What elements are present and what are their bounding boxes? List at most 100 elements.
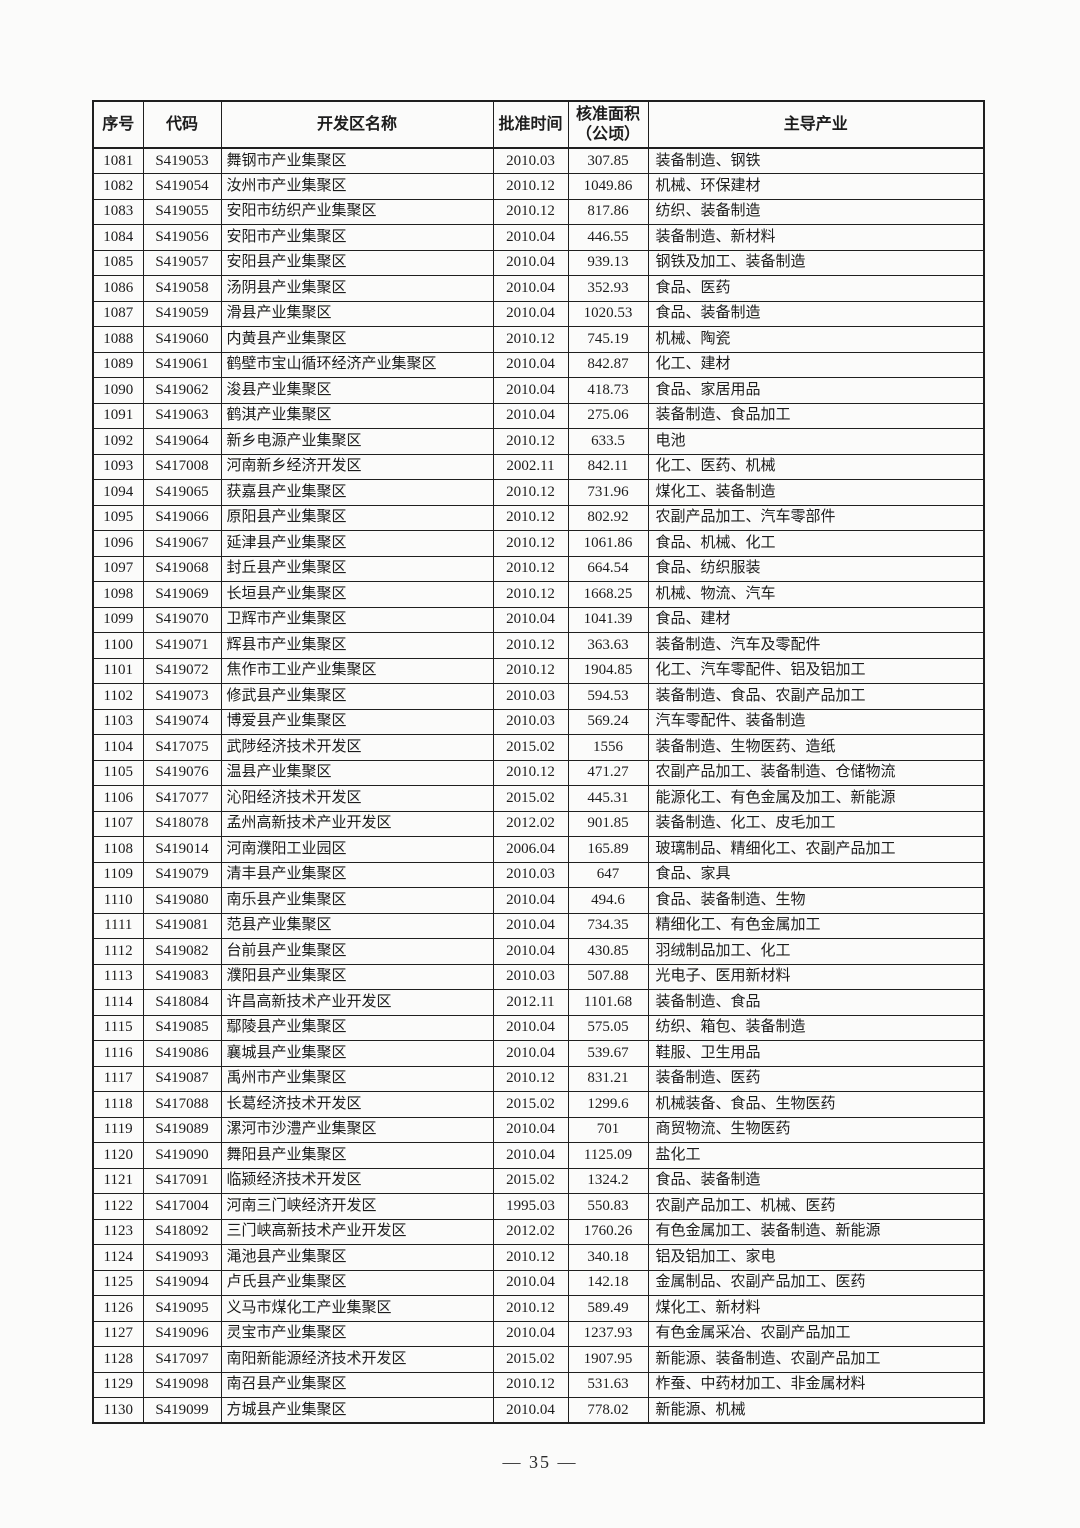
table-row: 1108 S419014 河南濮阳工业园区 2006.04 165.89 玻璃制… (92, 836, 985, 863)
cell-approved-area: 307.85 (567, 147, 649, 174)
cell-zone-name: 台前县产业集聚区 (220, 938, 494, 965)
cell-serial-number: 1086 (92, 275, 144, 302)
cell-approved-area: 1668.25 (567, 581, 649, 608)
cell-zone-code: S419095 (142, 1295, 222, 1322)
cell-serial-number: 1095 (92, 504, 144, 531)
cell-zone-code: S419055 (142, 198, 222, 225)
cell-serial-number: 1107 (92, 810, 144, 837)
cell-industries: 装备制造、食品、农副产品加工 (647, 683, 985, 710)
cell-approval-date: 2010.04 (492, 1397, 569, 1424)
cell-industries: 羽绒制品加工、化工 (647, 938, 985, 965)
cell-serial-number: 1100 (92, 632, 144, 659)
cell-zone-code: S419093 (142, 1244, 222, 1271)
cell-zone-code: S417091 (142, 1167, 222, 1194)
column-header-code: 代码 (142, 100, 222, 149)
page-number: — 35 — (502, 1452, 578, 1472)
cell-zone-name: 禹州市产业集聚区 (220, 1065, 494, 1092)
table-row: 1094 S419065 获嘉县产业集聚区 2010.12 731.96 煤化工… (92, 479, 985, 506)
cell-approval-date: 2010.04 (492, 351, 569, 378)
cell-industries: 盐化工 (647, 1142, 985, 1169)
table-row: 1097 S419068 封丘县产业集聚区 2010.12 664.54 食品、… (92, 555, 985, 582)
cell-approval-date: 2010.12 (492, 759, 569, 786)
cell-approved-area: 731.96 (567, 479, 649, 506)
cell-industries: 玻璃制品、精细化工、农副产品加工 (647, 836, 985, 863)
table-row: 1122 S417004 河南三门峡经济开发区 1995.03 550.83 农… (92, 1193, 985, 1220)
cell-zone-name: 方城县产业集聚区 (220, 1397, 494, 1424)
table-row: 1109 S419079 清丰县产业集聚区 2010.03 647 食品、家具 (92, 861, 985, 888)
table-row: 1121 S417091 临颍经济技术开发区 2015.02 1324.2 食品… (92, 1167, 985, 1194)
cell-approved-area: 142.18 (567, 1269, 649, 1296)
cell-approved-area: 494.6 (567, 887, 649, 914)
cell-serial-number: 1111 (92, 912, 144, 939)
cell-serial-number: 1106 (92, 785, 144, 812)
cell-zone-code: S419083 (142, 963, 222, 990)
cell-zone-name: 内黄县产业集聚区 (220, 326, 494, 353)
cell-serial-number: 1098 (92, 581, 144, 608)
cell-approved-area: 1299.6 (567, 1091, 649, 1118)
cell-serial-number: 1117 (92, 1065, 144, 1092)
cell-serial-number: 1088 (92, 326, 144, 353)
table-row: 1083 S419055 安阳市纺织产业集聚区 2010.12 817.86 纺… (92, 198, 985, 225)
cell-approval-date: 2012.02 (492, 1218, 569, 1245)
cell-zone-code: S419089 (142, 1116, 222, 1143)
table-row: 1107 S418078 孟州高新技术产业开发区 2012.02 901.85 … (92, 810, 985, 837)
cell-zone-code: S419054 (142, 173, 222, 200)
cell-zone-code: S419082 (142, 938, 222, 965)
cell-approval-date: 2010.03 (492, 708, 569, 735)
cell-industries: 商贸物流、生物医药 (647, 1116, 985, 1143)
cell-zone-code: S419079 (142, 861, 222, 888)
cell-serial-number: 1093 (92, 453, 144, 480)
table-row: 1110 S419080 南乐县产业集聚区 2010.04 494.6 食品、装… (92, 887, 985, 914)
cell-zone-code: S417077 (142, 785, 222, 812)
cell-zone-name: 原阳县产业集聚区 (220, 504, 494, 531)
cell-serial-number: 1085 (92, 249, 144, 276)
cell-zone-code: S417075 (142, 734, 222, 761)
cell-industries: 农副产品加工、装备制造、仓储物流 (647, 759, 985, 786)
cell-approval-date: 2010.12 (492, 555, 569, 582)
cell-approval-date: 2010.03 (492, 963, 569, 990)
cell-approved-area: 550.83 (567, 1193, 649, 1220)
cell-industries: 精细化工、有色金属加工 (647, 912, 985, 939)
cell-industries: 钢铁及加工、装备制造 (647, 249, 985, 276)
cell-industries: 装备制造、汽车及零配件 (647, 632, 985, 659)
table-row: 1111 S419081 范县产业集聚区 2010.04 734.35 精细化工… (92, 912, 985, 939)
table-row: 1113 S419083 濮阳县产业集聚区 2010.03 507.88 光电子… (92, 963, 985, 990)
cell-zone-code: S419087 (142, 1065, 222, 1092)
cell-industries: 食品、建材 (647, 606, 985, 633)
cell-zone-name: 汤阴县产业集聚区 (220, 275, 494, 302)
cell-approved-area: 430.85 (567, 938, 649, 965)
cell-approval-date: 2010.04 (492, 912, 569, 939)
cell-industries: 食品、装备制造、生物 (647, 887, 985, 914)
cell-approved-area: 701 (567, 1116, 649, 1143)
cell-zone-name: 卢氏县产业集聚区 (220, 1269, 494, 1296)
cell-approval-date: 2006.04 (492, 836, 569, 863)
cell-approval-date: 2010.12 (492, 530, 569, 557)
cell-approval-date: 2010.04 (492, 300, 569, 327)
cell-approval-date: 2010.12 (492, 1371, 569, 1398)
cell-serial-number: 1090 (92, 377, 144, 404)
cell-approval-date: 2010.03 (492, 683, 569, 710)
cell-approval-date: 2010.04 (492, 224, 569, 251)
cell-zone-code: S419070 (142, 606, 222, 633)
table-row: 1116 S419086 襄城县产业集聚区 2010.04 539.67 鞋服、… (92, 1040, 985, 1067)
cell-serial-number: 1128 (92, 1346, 144, 1373)
cell-zone-code: S417097 (142, 1346, 222, 1373)
cell-approval-date: 2010.12 (492, 173, 569, 200)
cell-industries: 化工、汽车零配件、铝及铝加工 (647, 657, 985, 684)
cell-serial-number: 1123 (92, 1218, 144, 1245)
cell-serial-number: 1103 (92, 708, 144, 735)
cell-serial-number: 1110 (92, 887, 144, 914)
cell-serial-number: 1124 (92, 1244, 144, 1271)
cell-approval-date: 2015.02 (492, 1346, 569, 1373)
cell-approval-date: 2010.04 (492, 1116, 569, 1143)
cell-industries: 装备制造、化工、皮毛加工 (647, 810, 985, 837)
cell-approved-area: 734.35 (567, 912, 649, 939)
cell-serial-number: 1091 (92, 402, 144, 429)
cell-approval-date: 2010.04 (492, 1142, 569, 1169)
table-row: 1120 S419090 舞阳县产业集聚区 2010.04 1125.09 盐化… (92, 1142, 985, 1169)
cell-approved-area: 594.53 (567, 683, 649, 710)
cell-industries: 新能源、装备制造、农副产品加工 (647, 1346, 985, 1373)
cell-zone-name: 焦作市工业产业集聚区 (220, 657, 494, 684)
cell-approval-date: 2010.04 (492, 1014, 569, 1041)
cell-approved-area: 1904.85 (567, 657, 649, 684)
